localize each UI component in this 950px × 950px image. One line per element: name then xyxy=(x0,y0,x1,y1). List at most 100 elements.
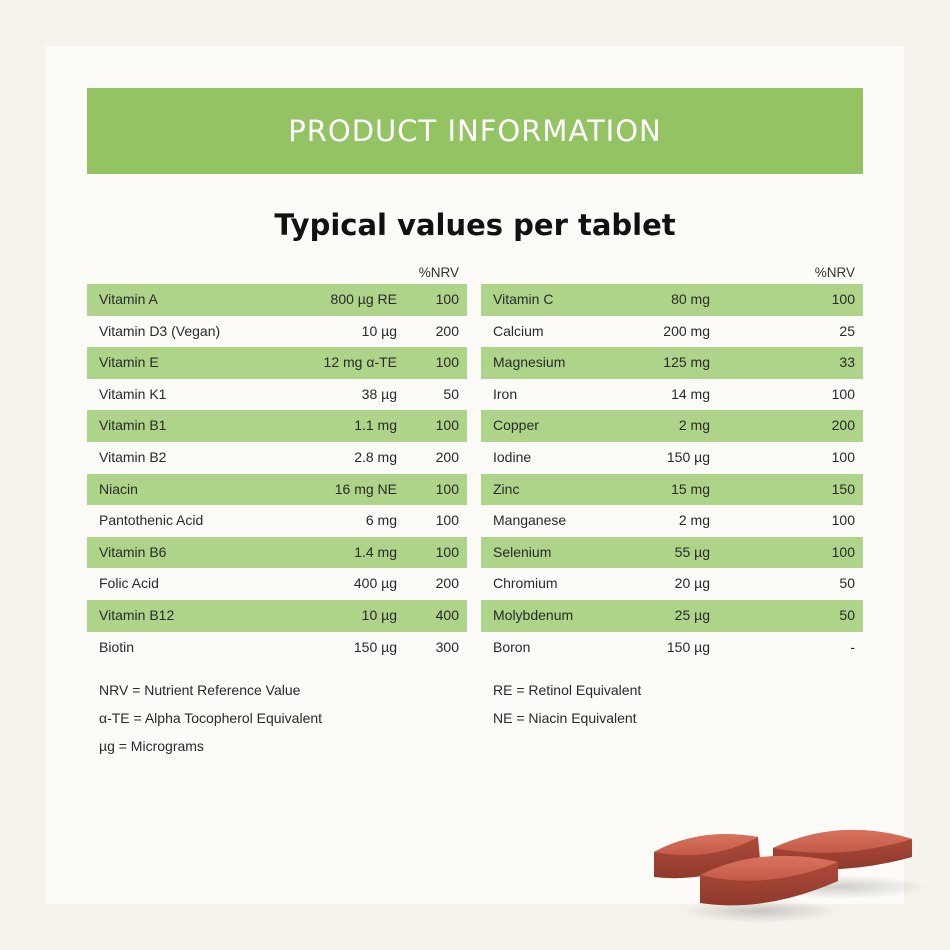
nutrient-nrv: 200 xyxy=(435,575,459,592)
nutrient-nrv: 100 xyxy=(831,385,855,402)
vitamins-table: %NRV Vitamin A 800 µg RE 100 Vitamin D3 (V… xyxy=(87,254,467,663)
table-row: Vitamin D3 (Vegan) 10 µg 200 xyxy=(87,316,467,348)
nutrient-name: Vitamin B6 xyxy=(99,543,167,560)
minerals-table: %NRV Vitamin C 80 mg 100 Calcium 200 mg 25 M… xyxy=(481,254,863,663)
nutrient-name: Vitamin E xyxy=(99,354,159,371)
nutrient-nrv: 50 xyxy=(839,575,855,592)
table-row: Vitamin K1 38 µg 50 xyxy=(87,379,467,411)
nutrient-nrv: 100 xyxy=(435,291,459,307)
table-row: Vitamin C 80 mg 100 xyxy=(481,284,863,316)
nutrient-name: Vitamin B2 xyxy=(99,448,167,465)
table-row: Pantothenic Acid 6 mg 100 xyxy=(87,505,467,537)
nutrient-name: Copper xyxy=(493,417,539,434)
nutrient-name: Iodine xyxy=(493,448,532,465)
nutrient-amount: 38 µg xyxy=(361,385,397,402)
nutrient-nrv: 200 xyxy=(831,417,855,434)
nutrient-amount: 10 µg xyxy=(361,322,397,339)
table-row: Vitamin A 800 µg RE 100 xyxy=(87,284,467,316)
nutrient-name: Folic Acid xyxy=(99,575,159,592)
nutrient-amount: 10 µg xyxy=(361,606,397,623)
nutrient-name: Chromium xyxy=(493,575,558,592)
table-row: Vitamin B1 1.1 mg 100 xyxy=(87,410,467,442)
nutrient-nrv: 100 xyxy=(831,448,855,465)
nutrient-nrv: 100 xyxy=(435,512,459,529)
nutrient-nrv: 400 xyxy=(435,606,459,623)
table-header: %NRV xyxy=(87,254,467,284)
table-row: Calcium 200 mg 25 xyxy=(481,316,863,348)
nutrient-nrv: - xyxy=(850,638,855,655)
nutrient-nrv: 100 xyxy=(831,512,855,529)
nutrient-name: Zinc xyxy=(493,480,520,497)
table-row: Niacin 16 mg NE 100 xyxy=(87,473,467,506)
nutrient-amount: 16 mg NE xyxy=(334,480,397,497)
table-row: Vitamin B12 10 µg 400 xyxy=(87,599,467,632)
nutrient-nrv: 150 xyxy=(831,480,855,497)
nutrient-amount: 150 µg xyxy=(666,448,710,465)
nutrient-name: Manganese xyxy=(493,512,567,529)
nutrient-amount: 20 µg xyxy=(674,575,710,592)
nutrient-name: Molybdenum xyxy=(493,606,574,623)
nrv-column-header: %NRV xyxy=(418,265,459,280)
table-header: %NRV xyxy=(481,254,863,284)
nutrient-nrv: 50 xyxy=(443,385,459,402)
table-row: Selenium 55 µg 100 xyxy=(481,536,863,569)
product-info-card: PRODUCT INFORMATION Typical values per t… xyxy=(46,46,904,904)
nutrient-amount: 80 mg xyxy=(671,291,710,307)
table-row: Iodine 150 µg 100 xyxy=(481,442,863,474)
nutrient-amount: 25 µg xyxy=(674,606,710,623)
nutrient-nrv: 100 xyxy=(435,354,459,371)
table-row: Copper 2 mg 200 xyxy=(481,410,863,442)
table-row: Iron 14 mg 100 xyxy=(481,379,863,411)
table-row: Magnesium 125 mg 33 xyxy=(481,347,863,379)
nutrient-nrv: 33 xyxy=(839,354,855,371)
nutrient-name: Vitamin A xyxy=(99,291,158,307)
product-info-banner: PRODUCT INFORMATION xyxy=(87,88,863,174)
table-row: Biotin 150 µg 300 xyxy=(87,632,467,664)
nutrient-nrv: 100 xyxy=(831,291,855,307)
nutrient-name: Vitamin K1 xyxy=(99,385,167,402)
tablet xyxy=(700,855,838,906)
footnote: NRV = Nutrient Reference Value xyxy=(99,682,301,698)
nutrient-nrv: 300 xyxy=(435,638,459,655)
footnote: α-TE = Alpha Tocopherol Equivalent xyxy=(99,710,323,726)
nutrient-amount: 2.8 mg xyxy=(354,448,397,465)
footnotes-right: RE = Retinol Equivalent NE = Niacin Equi… xyxy=(493,680,641,736)
nutrient-nrv: 100 xyxy=(435,480,459,497)
nutrient-name: Magnesium xyxy=(493,354,566,371)
page-subtitle: Typical values per tablet xyxy=(274,208,676,242)
nutrient-amount: 125 mg xyxy=(663,354,710,371)
nutrient-amount: 150 µg xyxy=(353,638,397,655)
nutrient-amount: 1.4 mg xyxy=(354,543,397,560)
table-row: Vitamin B2 2.8 mg 200 xyxy=(87,442,467,474)
nutrient-name: Vitamin D3 (Vegan) xyxy=(99,322,221,339)
nutrient-name: Biotin xyxy=(99,638,135,655)
nutrient-amount: 14 mg xyxy=(671,385,710,402)
nutrient-nrv: 100 xyxy=(435,417,459,434)
nutrient-amount: 55 µg xyxy=(674,543,710,560)
nutrient-name: Boron xyxy=(493,638,531,655)
nutrient-amount: 200 mg xyxy=(663,322,710,339)
tablets-image xyxy=(654,829,930,923)
nutrient-amount: 6 mg xyxy=(365,512,397,529)
nutrient-name: Vitamin C xyxy=(493,291,554,307)
table-row: Manganese 2 mg 100 xyxy=(481,505,863,537)
nutrient-name: Pantothenic Acid xyxy=(99,512,204,529)
nutrient-nrv: 25 xyxy=(839,322,855,339)
footnote: µg = Micrograms xyxy=(99,738,204,754)
banner-title: PRODUCT INFORMATION xyxy=(288,114,662,148)
nutrient-nrv: 200 xyxy=(435,322,459,339)
footnote: RE = Retinol Equivalent xyxy=(493,682,642,698)
table-row: Boron 150 µg - xyxy=(481,632,863,664)
footnotes-left: NRV = Nutrient Reference Value α-TE = Al… xyxy=(99,680,322,764)
table-row: Zinc 15 mg 150 xyxy=(481,473,863,506)
nutrient-nrv: 100 xyxy=(435,543,459,560)
nutrient-name: Selenium xyxy=(493,543,552,560)
nutrient-name: Niacin xyxy=(99,480,138,497)
nutrient-amount: 2 mg xyxy=(678,417,710,434)
nutrient-name: Calcium xyxy=(493,322,544,339)
nutrient-amount: 1.1 mg xyxy=(354,417,397,434)
nutrient-nrv: 200 xyxy=(435,448,459,465)
table-row: Molybdenum 25 µg 50 xyxy=(481,599,863,632)
table-row: Chromium 20 µg 50 xyxy=(481,568,863,600)
table-row: Vitamin E 12 mg α-TE 100 xyxy=(87,347,467,379)
